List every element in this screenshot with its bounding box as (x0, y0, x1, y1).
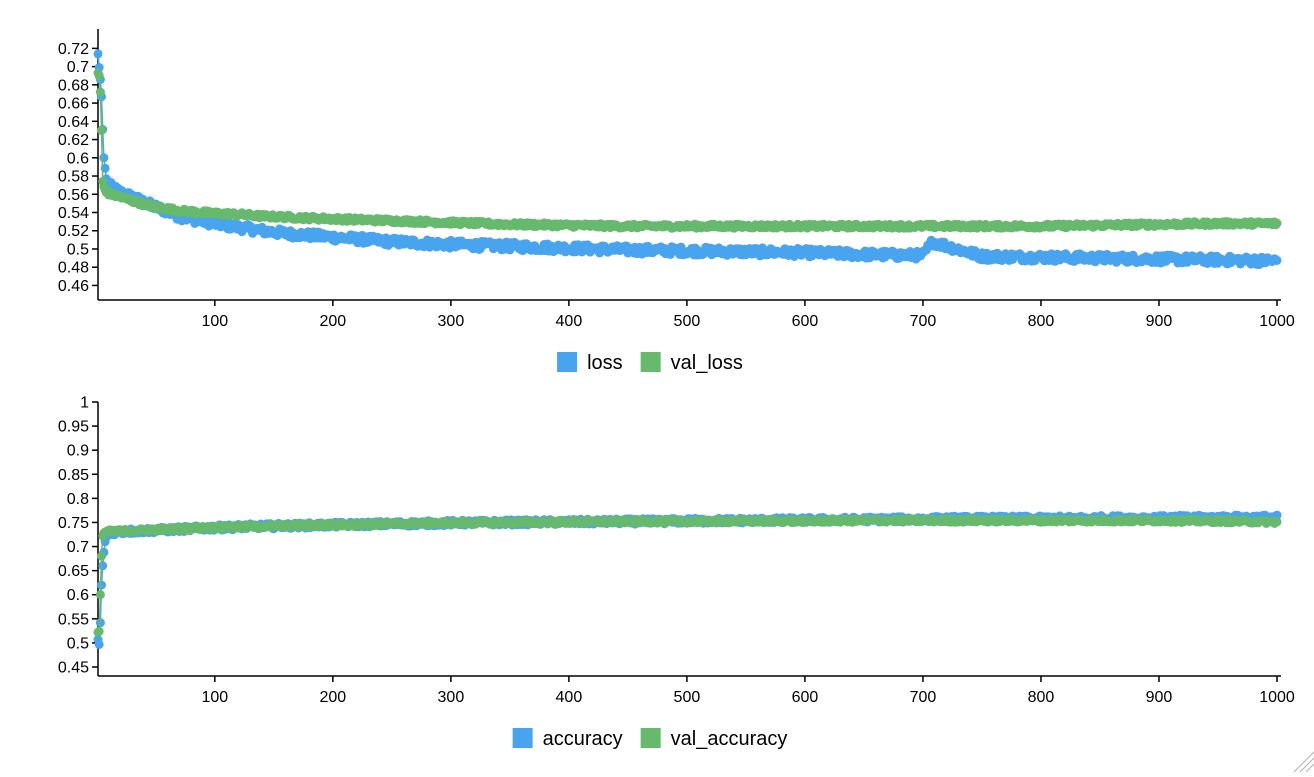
legend-swatch (557, 352, 578, 372)
data-point (94, 639, 104, 649)
y-tick-label: 0.66 (58, 96, 89, 113)
x-tick-label: 1000 (1259, 313, 1295, 330)
y-tick-label: 0.65 (58, 563, 89, 580)
y-tick-label: 0.6 (67, 587, 89, 604)
legend-swatch (640, 728, 661, 748)
x-tick-label: 300 (438, 313, 465, 330)
legend-swatch (640, 352, 661, 372)
y-tick-label: 0.52 (58, 223, 89, 240)
y-tick-label: 0.95 (58, 419, 89, 436)
x-tick-label: 100 (201, 313, 228, 330)
loss-chart-panel: 0.460.480.50.520.540.560.580.60.620.640.… (58, 29, 1295, 374)
x-tick-label: 400 (556, 689, 583, 706)
data-point (1272, 218, 1282, 228)
x-tick-label: 1000 (1259, 689, 1295, 706)
series-line (97, 72, 1278, 231)
x-tick-label: 600 (792, 689, 819, 706)
y-tick-label: 0.7 (67, 539, 89, 556)
data-point (94, 71, 104, 81)
legend-label: loss (587, 352, 623, 374)
y-tick-label: 0.54 (58, 205, 89, 222)
accuracy-chart-panel: 0.45 0.5 0.55 0.6 0.65 0.7 0.75 0.8 0.85 0.9 0.95 1… (58, 395, 1295, 751)
data-point (98, 561, 108, 571)
data-point (99, 153, 109, 163)
y-tick-label: 0.46 (58, 278, 89, 295)
x-tick-label: 800 (1028, 313, 1055, 330)
y-tick-label: 0.5 (67, 635, 89, 652)
y-tick-label: 0.7 (67, 59, 89, 76)
x-tick-label: 900 (1146, 689, 1173, 706)
data-point (97, 125, 106, 135)
data-point (97, 551, 106, 561)
series-line (97, 516, 1278, 633)
series-val-accuracy (93, 514, 1282, 637)
legend-label: val_accuracy (671, 728, 788, 750)
y-tick-label: 0.5 (67, 241, 89, 258)
y-tick-label: 0.68 (58, 77, 89, 94)
x-tick-label: 700 (910, 313, 937, 330)
y-tick-label: 0.9 (67, 443, 89, 460)
x-tick-label: 200 (320, 313, 347, 330)
data-point (94, 626, 104, 636)
y-tick-label: 0.48 (58, 260, 89, 277)
y-tick-label: 0.58 (58, 169, 89, 186)
y-tick-label: 0.85 (58, 467, 89, 484)
x-tick-label: 500 (674, 313, 701, 330)
x-tick-label: 600 (792, 313, 819, 330)
y-tick-label: 0.45 (58, 660, 89, 677)
x-tick-label: 400 (556, 313, 583, 330)
data-point (97, 580, 106, 590)
y-tick-label: 1 (80, 395, 89, 412)
y-tick-label: 0.64 (58, 114, 89, 131)
x-tick-label: 200 (320, 689, 347, 706)
y-tick-label: 0.72 (58, 41, 89, 58)
x-tick-label: 900 (1146, 313, 1173, 330)
data-point (1272, 255, 1282, 265)
data-point (95, 618, 105, 628)
legend-label: val_loss (671, 352, 743, 374)
legend-label: accuracy (543, 728, 623, 750)
series-loss (93, 49, 1282, 270)
legend-swatch (512, 728, 533, 748)
x-tick-label: 500 (674, 689, 701, 706)
x-tick-label: 800 (1028, 689, 1055, 706)
y-tick-label: 0.62 (58, 132, 89, 149)
data-point (95, 87, 105, 97)
series-line (97, 512, 1278, 645)
y-tick-label: 0.56 (58, 187, 89, 204)
series-val-loss (93, 68, 1282, 233)
data-point (93, 49, 103, 59)
legend: loss val_loss (557, 352, 743, 374)
x-tick-label: 700 (910, 689, 937, 706)
x-tick-label: 300 (438, 689, 465, 706)
y-tick-label: 0.6 (67, 150, 89, 167)
y-tick-label: 0.55 (58, 611, 89, 628)
data-point (95, 590, 105, 600)
y-tick-label: 0.8 (67, 491, 89, 508)
resize-handle-icon[interactable] (1288, 746, 1314, 772)
x-tick-label: 100 (201, 689, 228, 706)
data-point (1272, 517, 1282, 527)
y-tick-label: 0.75 (58, 515, 89, 532)
legend: accuracy val_accuracy (512, 728, 788, 750)
